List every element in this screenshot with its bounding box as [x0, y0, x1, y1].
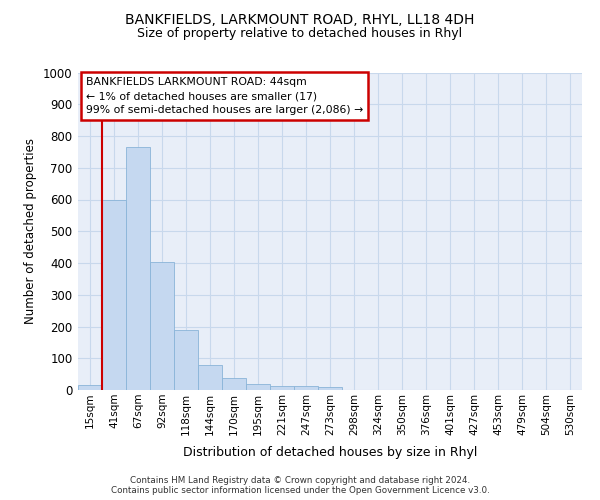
Bar — [126, 147, 150, 390]
Text: BANKFIELDS LARKMOUNT ROAD: 44sqm
← 1% of detached houses are smaller (17)
99% of: BANKFIELDS LARKMOUNT ROAD: 44sqm ← 1% of… — [86, 78, 363, 116]
Bar — [174, 330, 198, 390]
Bar — [150, 262, 174, 390]
Bar — [246, 384, 270, 390]
Bar — [78, 385, 102, 390]
Bar — [102, 200, 126, 390]
Text: BANKFIELDS, LARKMOUNT ROAD, RHYL, LL18 4DH: BANKFIELDS, LARKMOUNT ROAD, RHYL, LL18 4… — [125, 12, 475, 26]
Bar — [294, 386, 318, 390]
Text: Contains HM Land Registry data © Crown copyright and database right 2024.
Contai: Contains HM Land Registry data © Crown c… — [110, 476, 490, 495]
Bar — [222, 378, 246, 390]
X-axis label: Distribution of detached houses by size in Rhyl: Distribution of detached houses by size … — [183, 446, 477, 459]
Bar — [318, 388, 342, 390]
Bar — [198, 365, 222, 390]
Y-axis label: Number of detached properties: Number of detached properties — [24, 138, 37, 324]
Text: Size of property relative to detached houses in Rhyl: Size of property relative to detached ho… — [137, 27, 463, 40]
Bar — [270, 386, 294, 390]
